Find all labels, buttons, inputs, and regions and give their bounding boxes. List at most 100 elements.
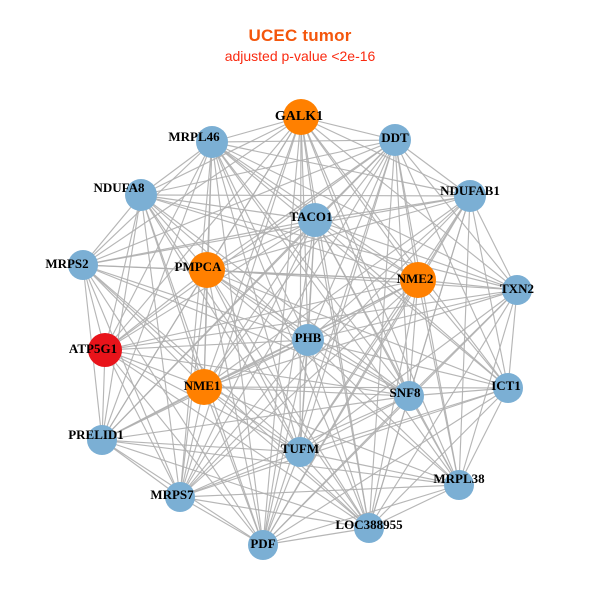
network-edge bbox=[299, 451, 460, 486]
network-node[interactable] bbox=[292, 324, 324, 356]
network-edge bbox=[299, 116, 302, 453]
network-node-label: MRPL46 bbox=[168, 129, 220, 144]
network-node-label: SNF8 bbox=[389, 385, 421, 400]
network-node-label: TXN2 bbox=[500, 281, 534, 296]
network-node-label: LOC388955 bbox=[335, 517, 403, 532]
network-edge bbox=[307, 339, 370, 529]
network-edge bbox=[368, 395, 410, 529]
network-node[interactable] bbox=[502, 275, 532, 305]
network-edge bbox=[394, 139, 410, 397]
network-node[interactable] bbox=[493, 373, 523, 403]
network-edge bbox=[203, 386, 509, 389]
network-edge bbox=[206, 269, 460, 486]
network-node[interactable] bbox=[196, 126, 228, 158]
network-node-label: NME2 bbox=[397, 271, 434, 286]
network-edge bbox=[262, 484, 460, 546]
network-edge bbox=[203, 195, 471, 388]
network-edge bbox=[179, 387, 509, 498]
network-edge bbox=[206, 269, 309, 341]
network-edge bbox=[104, 349, 264, 546]
network-node[interactable] bbox=[400, 262, 436, 298]
network-edge bbox=[262, 279, 419, 546]
network-edge bbox=[104, 349, 181, 498]
network-node[interactable] bbox=[283, 99, 319, 135]
network-edge bbox=[368, 387, 509, 529]
network-edge bbox=[203, 289, 518, 388]
network-edge bbox=[104, 139, 396, 351]
network-edge bbox=[368, 484, 460, 529]
network-edge bbox=[458, 195, 471, 486]
network-node-label: MRPS2 bbox=[45, 256, 88, 271]
network-edge bbox=[82, 219, 316, 266]
network-edge bbox=[262, 387, 509, 546]
network-node-label: GALK1 bbox=[275, 109, 323, 124]
network-node-label: PHB bbox=[295, 330, 322, 345]
network-edge bbox=[299, 195, 471, 453]
network-node[interactable] bbox=[394, 381, 424, 411]
network-edge bbox=[82, 264, 410, 397]
network-edge bbox=[179, 484, 460, 498]
network-edge bbox=[82, 195, 471, 266]
network-edge bbox=[101, 194, 142, 441]
network-edge bbox=[300, 116, 410, 397]
network-node-label: NME1 bbox=[184, 378, 221, 393]
network-node[interactable] bbox=[354, 513, 384, 543]
network-edge bbox=[262, 219, 316, 546]
network-node[interactable] bbox=[379, 124, 411, 156]
network-node[interactable] bbox=[87, 425, 117, 455]
network-edge bbox=[408, 387, 509, 397]
network-edge bbox=[206, 219, 316, 271]
network-node[interactable] bbox=[248, 530, 278, 560]
network-edge bbox=[211, 141, 518, 291]
network-node-label: PRELID1 bbox=[68, 427, 124, 442]
network-edge bbox=[104, 349, 410, 397]
network-node[interactable] bbox=[454, 180, 486, 212]
network-node-label: ATP5G1 bbox=[69, 341, 117, 356]
network-edge bbox=[179, 451, 301, 498]
network-edge bbox=[104, 289, 518, 351]
network-node[interactable] bbox=[125, 179, 157, 211]
network-edge bbox=[179, 279, 419, 498]
network-node[interactable] bbox=[298, 203, 332, 237]
network-node[interactable] bbox=[165, 482, 195, 512]
node-layer bbox=[68, 99, 532, 560]
network-edge bbox=[179, 116, 302, 498]
network-node-label: ICT1 bbox=[491, 378, 521, 393]
network-edge bbox=[140, 194, 205, 388]
network-edge bbox=[82, 264, 181, 498]
network-edge bbox=[206, 139, 396, 271]
network-edge bbox=[140, 194, 301, 453]
network-edge bbox=[299, 289, 518, 453]
network-edge bbox=[314, 219, 370, 529]
node-label-layer: GALK1 MRPL46 DDT NDUFA8 NDUFAB1 TACO1 MRPS2 PMP… bbox=[45, 109, 534, 551]
network-edge bbox=[300, 116, 509, 389]
network-node[interactable] bbox=[68, 250, 98, 280]
network-edge bbox=[101, 395, 410, 441]
network-edge bbox=[314, 219, 460, 486]
network-edge bbox=[206, 269, 301, 453]
network-edge bbox=[140, 139, 396, 196]
network-edge bbox=[394, 139, 460, 486]
network-node[interactable] bbox=[186, 369, 222, 405]
network-edge bbox=[211, 141, 471, 197]
network-node[interactable] bbox=[88, 333, 122, 367]
network-edge bbox=[203, 219, 316, 388]
network-node-label: MRPS7 bbox=[150, 487, 194, 502]
network-edge bbox=[104, 339, 309, 351]
network-edge bbox=[417, 279, 460, 486]
network-edge bbox=[307, 339, 410, 397]
network-edge bbox=[101, 439, 460, 486]
network-node[interactable] bbox=[285, 437, 315, 467]
network-edge bbox=[299, 339, 309, 453]
network-node[interactable] bbox=[189, 252, 225, 288]
network-node[interactable] bbox=[444, 470, 474, 500]
network-edge bbox=[179, 141, 213, 498]
network-edge bbox=[82, 264, 205, 388]
network-edge bbox=[104, 279, 419, 351]
network-edge bbox=[307, 139, 396, 341]
network-node-label: MRPL38 bbox=[433, 471, 485, 486]
network-edge bbox=[203, 386, 301, 453]
network-edge bbox=[408, 279, 419, 397]
network-edge bbox=[507, 289, 518, 389]
